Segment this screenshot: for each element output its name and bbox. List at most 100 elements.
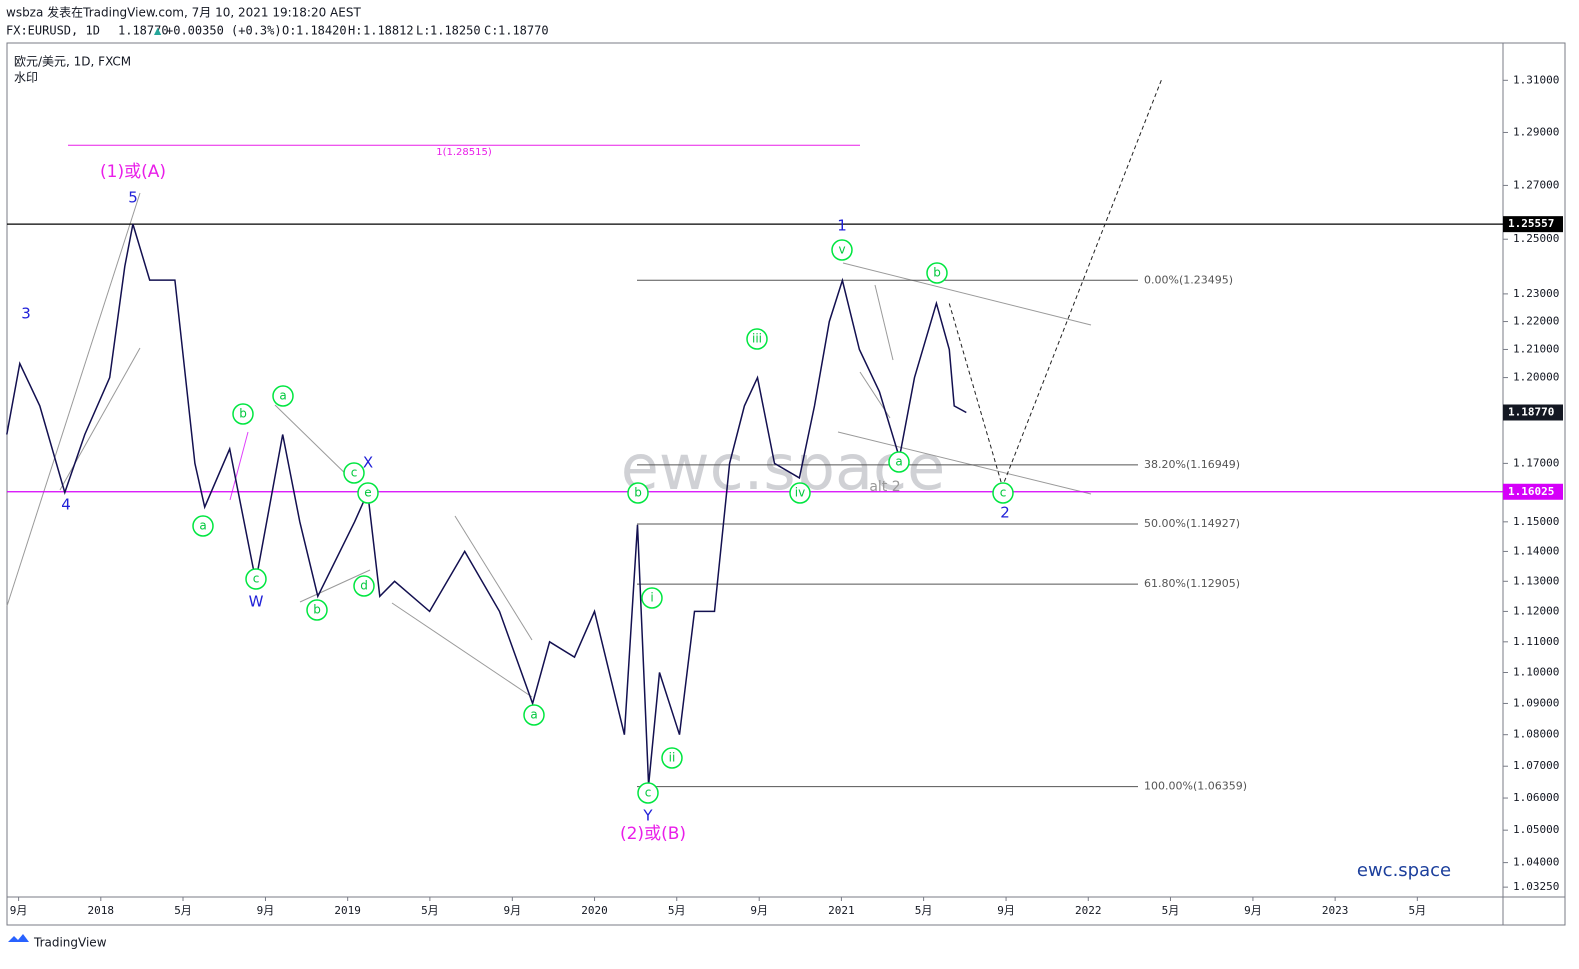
fib-label: 0.00%(1.23495): [1144, 273, 1233, 286]
x-tick-label: 5月: [174, 904, 192, 917]
logo: [8, 934, 29, 942]
x-tick-label: 9月: [1244, 904, 1262, 917]
wave-circle: [357, 482, 379, 504]
last-price-label: 1.18770: [1508, 406, 1554, 419]
wave-label: d: [360, 579, 368, 593]
wave-label: ii: [669, 751, 676, 765]
wave-label: 3: [21, 305, 31, 323]
x-tick-label: 9月: [504, 904, 522, 917]
y-tick-label: 1.27000: [1513, 178, 1559, 191]
wave-label: Y: [642, 807, 653, 825]
wave-label: 4: [61, 496, 71, 514]
y-tick-label: 1.20000: [1513, 371, 1559, 384]
wave-label: W: [249, 593, 264, 611]
y-tick-label: 1.10000: [1513, 665, 1559, 678]
wave-label: a: [279, 389, 286, 403]
wave-circle: [789, 482, 811, 504]
fib-label: 100.00%(1.06359): [1144, 780, 1247, 793]
wave-label: a: [895, 455, 902, 469]
x-tick-label: 5月: [915, 904, 933, 917]
x-tick-label: 5月: [1409, 904, 1427, 917]
wave-label: 1: [837, 217, 847, 235]
fib-label: 61.80%(1.12905): [1144, 577, 1240, 590]
h: 1.18812: [363, 24, 414, 38]
wave-circle: [831, 239, 853, 261]
wave-label: c: [645, 786, 652, 800]
y-tick-label: 1.11000: [1513, 635, 1559, 648]
y-tick-label: 1.21000: [1513, 342, 1559, 355]
y-tick-label: 1.14000: [1513, 544, 1559, 557]
wave-circle: [992, 482, 1014, 504]
x-tick-label: 9月: [750, 904, 768, 917]
wave-label: a: [199, 519, 206, 533]
wave-circle: [926, 262, 948, 284]
l: 1.18250: [430, 24, 481, 38]
x-tick-label: 2019: [334, 904, 361, 917]
wave-label: 5: [128, 189, 138, 207]
target-label: 1(1.28515): [436, 147, 492, 158]
wave-label: alt 2: [869, 479, 900, 495]
wave-label: (1)或(A): [100, 162, 166, 182]
price-badge-label: 1.25557: [1508, 217, 1554, 230]
wave-circle: [641, 587, 663, 609]
wave-label: b: [933, 266, 941, 280]
wave-circle: [888, 451, 910, 473]
wave-label: c: [253, 572, 260, 586]
wave-circle: [272, 385, 294, 407]
y-tick-label: 1.29000: [1513, 125, 1559, 138]
y-tick-label: 1.13000: [1513, 574, 1559, 587]
wave-label: 2: [1000, 504, 1010, 522]
symbol: FX:EURUSD, 1D: [6, 24, 100, 38]
x-tick-label: 5月: [668, 904, 686, 917]
wave-circle: [306, 599, 328, 621]
x-tick-label: 9月: [257, 904, 275, 917]
wave-label: b: [634, 486, 642, 500]
wave-label: c: [1000, 486, 1007, 500]
y-tick-label: 1.09000: [1513, 696, 1559, 709]
wave-circle: [353, 575, 375, 597]
wave-circle: [627, 482, 649, 504]
wave-label: b: [239, 407, 247, 421]
o-label: O:: [282, 24, 296, 38]
plot: 1.31000 1.29000 1.27000 1.25000 1.23000 1.220…: [6, 73, 1563, 917]
change: +0.00350 (+0.3%): [166, 24, 282, 38]
wave-label: v: [838, 243, 845, 257]
wave-label: e: [364, 486, 371, 500]
o: 1.18420: [296, 24, 347, 38]
price-badge-label: 1.16025: [1508, 485, 1554, 498]
x-tick-label: 2023: [1322, 904, 1349, 917]
footer: TradingView: [33, 936, 107, 950]
c-label: C:: [484, 24, 498, 38]
x-tick-label: 9月: [10, 904, 28, 917]
fib-label: 38.20%(1.16949): [1144, 458, 1240, 471]
y-tick-label: 1.15000: [1513, 515, 1559, 528]
y-tick-label: 1.05000: [1513, 823, 1559, 836]
wave-label: b: [313, 603, 321, 617]
wave-circle: [192, 515, 214, 537]
frame: [6, 42, 1566, 926]
wave-label: iv: [795, 486, 805, 500]
price-badge: [1503, 483, 1563, 500]
y-tick-label: 1.07000: [1513, 759, 1559, 772]
y-tick-label: 1.31000: [1513, 73, 1559, 86]
quote-line: FX:EURUSD, 1D 1.18770 ▲ +0.00350 (+0.3%)…: [6, 24, 549, 38]
wave-label: X: [363, 454, 373, 472]
y-tick-label: 1.08000: [1513, 728, 1559, 741]
wave-circle: [523, 704, 545, 726]
l-label: L:: [416, 24, 430, 38]
c: 1.18770: [498, 24, 549, 38]
wave-label: c: [351, 466, 358, 480]
header-title: wsbza 发表在TradingView.com, 7月 10, 2021 19…: [6, 5, 361, 20]
x-tick-label: 2020: [581, 904, 608, 917]
wave-circle: [637, 782, 659, 804]
wave-label: iii: [752, 332, 762, 346]
y-tick-label: 1.12000: [1513, 604, 1559, 617]
wave-circle: [661, 747, 683, 769]
y-tick-label: 1.17000: [1513, 456, 1559, 469]
wave-circle: [245, 568, 267, 590]
h-label: H:: [348, 24, 362, 38]
brand: ewc.space: [1357, 860, 1451, 881]
y-tick-label: 1.04000: [1513, 856, 1559, 869]
last-price-badge: [1503, 404, 1563, 421]
